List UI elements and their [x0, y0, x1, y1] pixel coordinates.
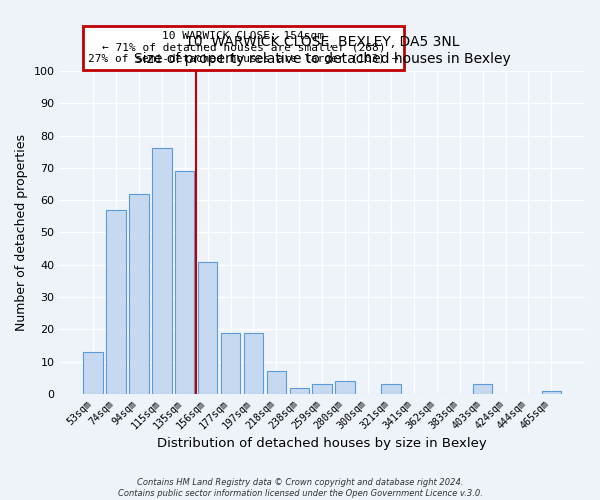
Bar — [473, 384, 493, 394]
X-axis label: Distribution of detached houses by size in Bexley: Distribution of detached houses by size … — [157, 437, 487, 450]
Bar — [152, 148, 172, 394]
Bar — [381, 384, 401, 394]
Bar — [313, 384, 332, 394]
Bar — [542, 391, 561, 394]
Bar — [198, 262, 217, 394]
Bar — [175, 171, 194, 394]
Bar — [83, 352, 103, 394]
Bar — [290, 388, 309, 394]
Bar — [335, 381, 355, 394]
Bar — [244, 332, 263, 394]
Title: 10, WARWICK CLOSE, BEXLEY, DA5 3NL
Size of property relative to detached houses : 10, WARWICK CLOSE, BEXLEY, DA5 3NL Size … — [134, 36, 511, 66]
Text: Contains HM Land Registry data © Crown copyright and database right 2024.
Contai: Contains HM Land Registry data © Crown c… — [118, 478, 482, 498]
Bar — [221, 332, 240, 394]
Bar — [129, 194, 149, 394]
Text: 10 WARWICK CLOSE: 154sqm
← 71% of detached houses are smaller (268)
27% of semi-: 10 WARWICK CLOSE: 154sqm ← 71% of detach… — [88, 31, 398, 64]
Bar — [106, 210, 126, 394]
Y-axis label: Number of detached properties: Number of detached properties — [15, 134, 28, 331]
Bar — [266, 372, 286, 394]
